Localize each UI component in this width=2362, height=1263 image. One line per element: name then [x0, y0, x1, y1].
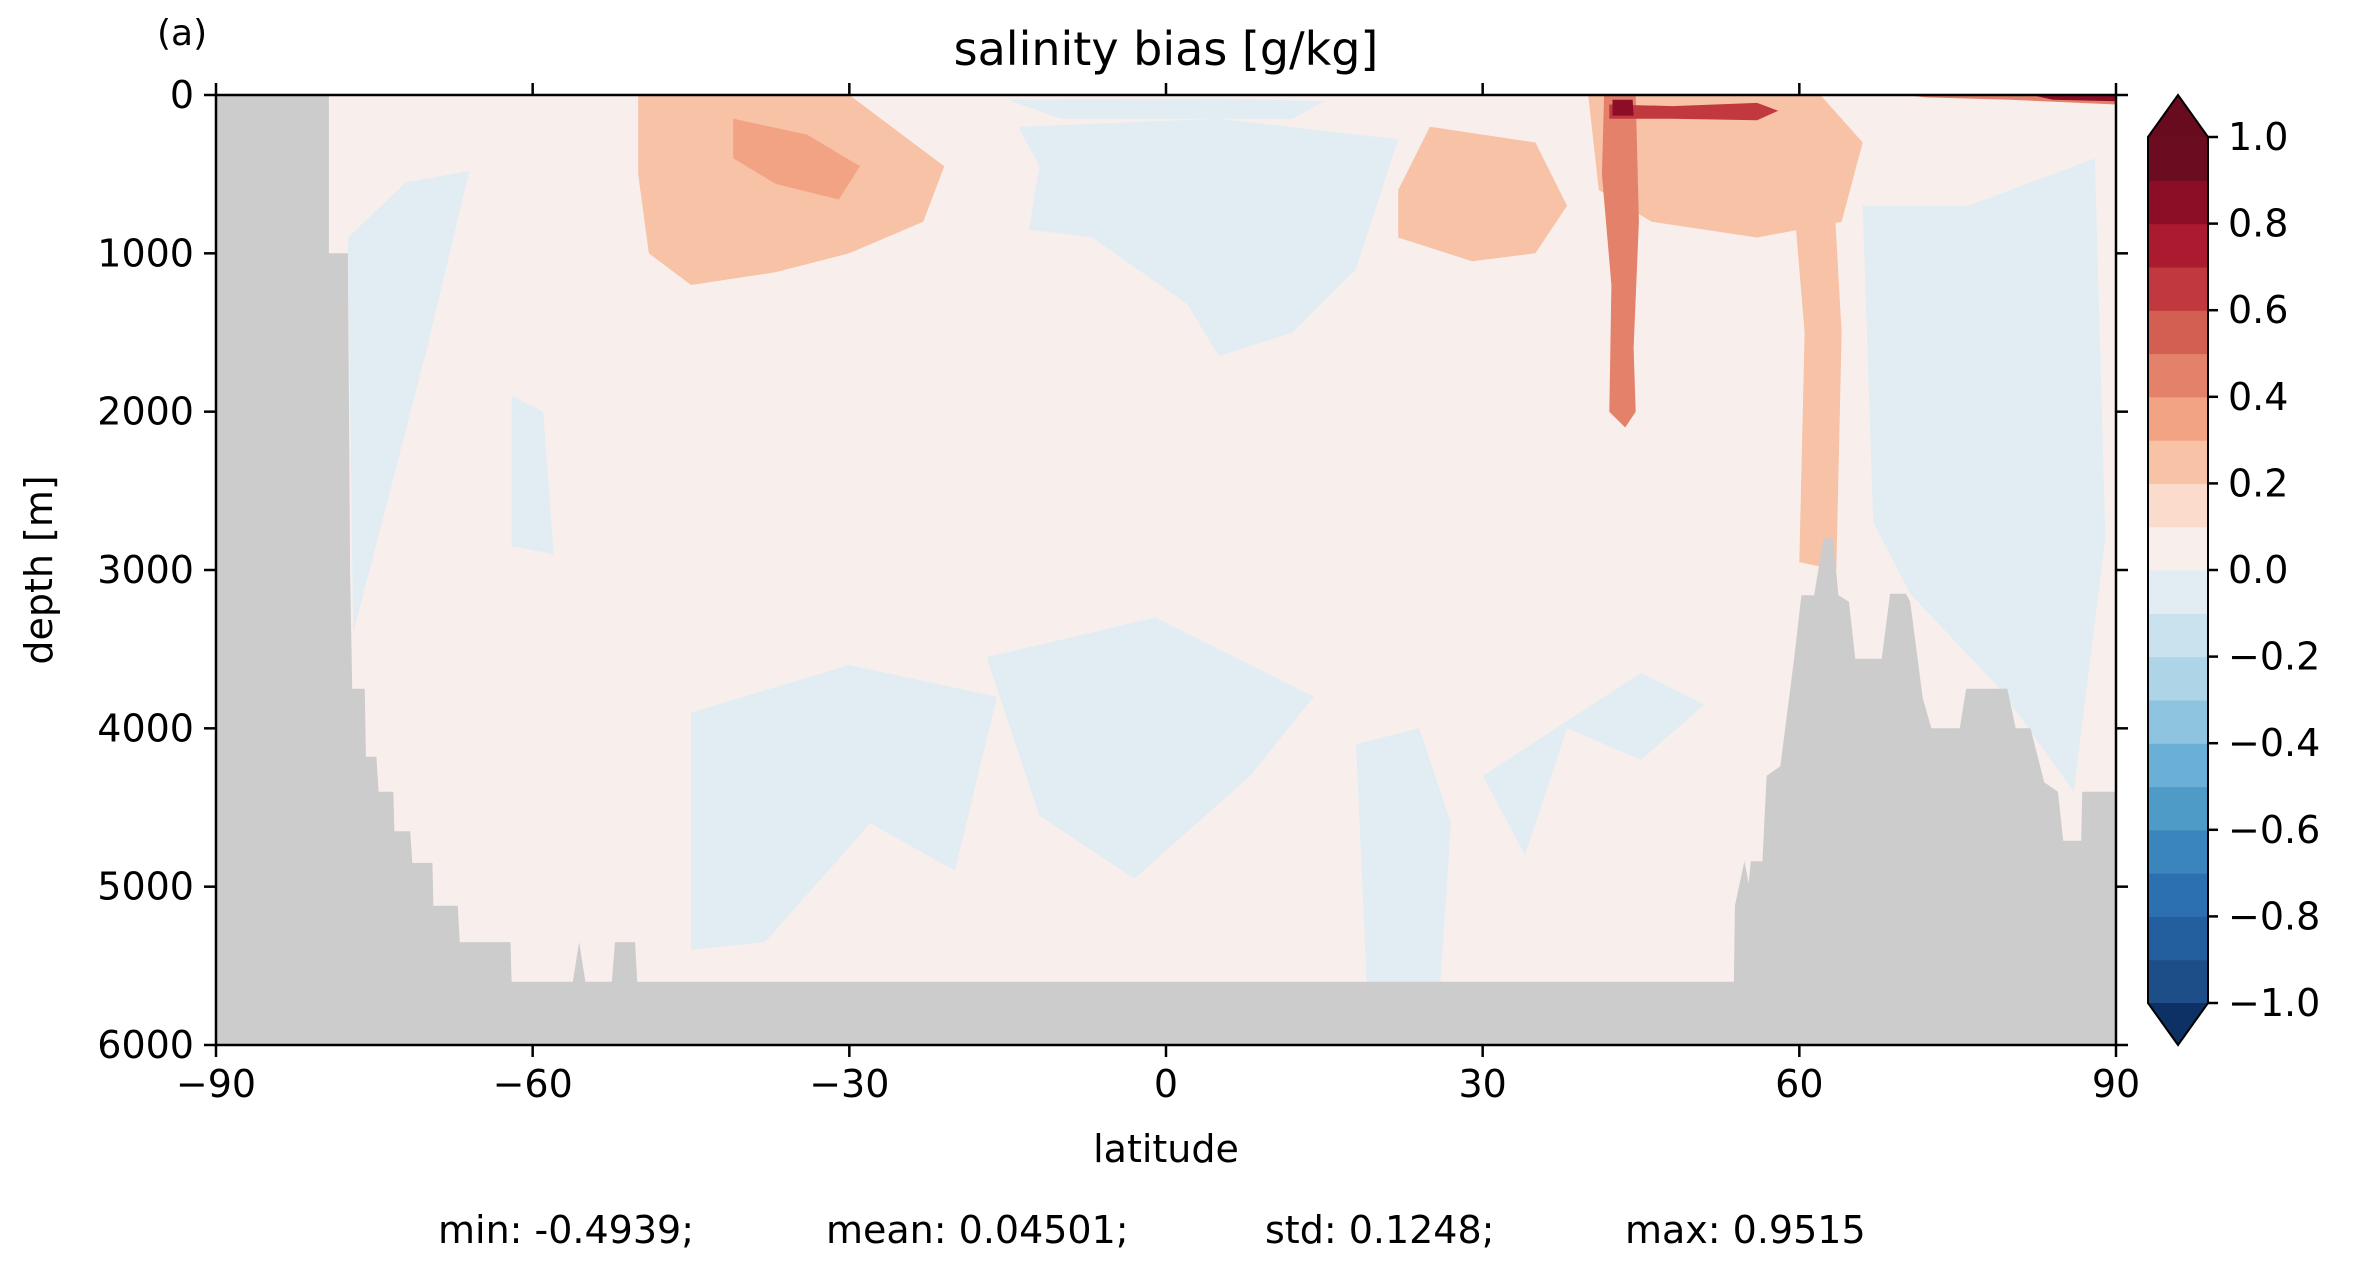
bias-patch-7 [511, 395, 554, 555]
x-tick-label: 60 [1775, 1062, 1823, 1106]
colorbar-bin [2148, 873, 2208, 917]
y-tick-label: 4000 [97, 706, 194, 750]
colorbar-bin [2148, 180, 2208, 225]
colorbar-tick-label: 0.6 [2228, 288, 2288, 332]
bias-patch-15 [1609, 102, 1779, 121]
colorbar-bin [2148, 223, 2208, 268]
x-axis: −90 −60 −30 0 30 60 90 [176, 83, 2140, 1106]
bias-patch-5 [1018, 118, 1399, 357]
colorbar-bin [2148, 699, 2208, 744]
y-tick-label: 1000 [97, 231, 194, 275]
x-tick-label: 30 [1458, 1062, 1506, 1106]
colorbar-bin [2148, 310, 2208, 355]
bias-patch-9 [986, 617, 1314, 879]
x-tick-label: −30 [809, 1062, 889, 1106]
stat-max: max: 0.9515 [1625, 1208, 1866, 1252]
bias-patch-3 [342, 95, 618, 151]
y-tick-label: 3000 [97, 548, 194, 592]
bias-patch-14 [1601, 95, 1639, 428]
bias-patch-20 [2031, 95, 2116, 102]
colorbar-bin [2148, 353, 2208, 398]
colorbar-tick-label: −0.4 [2228, 721, 2320, 765]
colorbar-bin [2148, 483, 2208, 528]
colorbar-bin [2148, 743, 2208, 788]
stat-min: min: -0.4939; [438, 1208, 694, 1252]
bias-patch-17 [1788, 142, 1842, 570]
colorbar-tick-label: 0.8 [2228, 202, 2288, 246]
colorbar-tick-label: 0.0 [2228, 548, 2288, 592]
colorbar-bin [2148, 829, 2208, 874]
colorbar-bin [2148, 526, 2208, 571]
bias-patch-4 [347, 171, 470, 634]
colorbar-extend-under [2148, 1003, 2208, 1045]
panel-label: (a) [157, 13, 207, 54]
bias-patch-12 [1398, 126, 1568, 262]
chart-title: salinity bias [g/kg] [954, 22, 1379, 76]
colorbar-tick-label: −0.8 [2228, 894, 2320, 938]
colorbar-bin [2148, 440, 2208, 484]
bias-field [342, 95, 2116, 982]
colorbar-bin [2148, 613, 2208, 658]
bias-patch-11 [1482, 672, 1705, 855]
x-tick-label: −90 [176, 1062, 256, 1106]
bias-patch-16 [1612, 99, 1634, 116]
y-tick-label: 2000 [97, 390, 194, 434]
stat-mean: mean: 0.04501; [826, 1208, 1129, 1252]
colorbar-bin [2148, 786, 2208, 831]
colorbar-bin [2148, 570, 2208, 614]
y-tick-label: 5000 [97, 865, 194, 909]
colorbar-bin [2148, 396, 2208, 441]
x-axis-label: latitude [1093, 1127, 1239, 1171]
y-axis-label: depth [m] [17, 475, 61, 664]
y-tick-label: 6000 [97, 1023, 194, 1067]
stat-std: std: 0.1248; [1265, 1208, 1494, 1252]
colorbar-tick-label: −0.2 [2228, 635, 2320, 679]
bias-patch-8 [691, 665, 998, 950]
colorbar-tick-label: −0.6 [2228, 808, 2320, 852]
colorbar-tick-label: 0.4 [2228, 375, 2288, 419]
x-tick-label: −60 [493, 1062, 573, 1106]
y-axis: 0 1000 2000 3000 4000 5000 6000 [97, 73, 2128, 1067]
bias-patch-6 [1007, 98, 1325, 119]
bias-patch-10 [1356, 728, 1451, 982]
bias-patch-1 [638, 95, 945, 285]
land-bathymetry-mask [216, 95, 2116, 1045]
plot-area [216, 95, 2116, 1045]
bias-patch-18 [1862, 158, 2106, 792]
x-tick-label: 0 [1154, 1062, 1178, 1106]
colorbar-bin [2148, 916, 2208, 961]
bias-patch-2 [733, 118, 860, 200]
colorbar-bin [2148, 959, 2208, 1004]
colorbar: 1.0 0.8 0.6 0.4 0.2 0.0 −0.2 −0.4 −0.6 −0.8 −1.0 [2147, 93, 2320, 1047]
colorbar-tick-label: 1.0 [2228, 115, 2288, 159]
colorbar-bin [2148, 656, 2208, 701]
y-tick-label: 0 [170, 73, 194, 117]
colorbar-bin [2148, 266, 2208, 311]
x-tick-label: 90 [2092, 1062, 2140, 1106]
colorbar-tick-label: 0.2 [2228, 461, 2288, 505]
colorbar-extend-over [2148, 95, 2208, 137]
colorbar-tick-label: −1.0 [2228, 981, 2320, 1025]
colorbar-bin [2148, 137, 2208, 181]
